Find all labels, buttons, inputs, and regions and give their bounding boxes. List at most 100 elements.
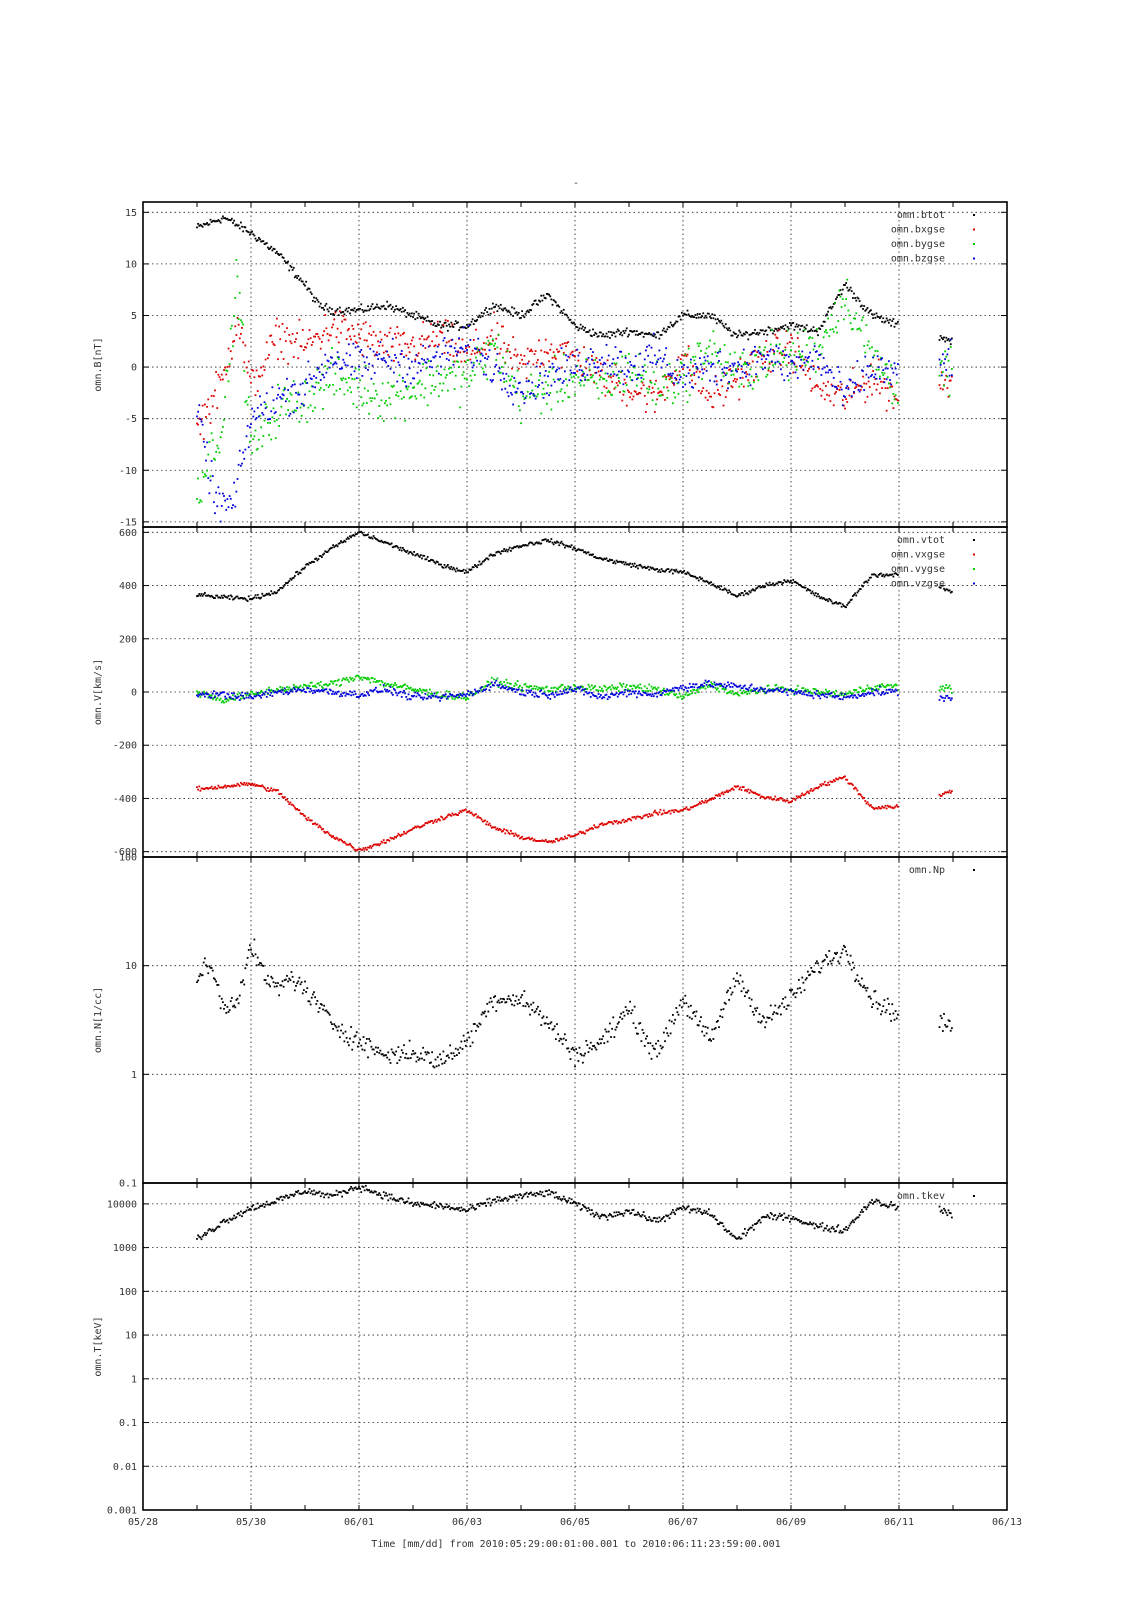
data-point	[263, 401, 266, 404]
data-point	[398, 549, 401, 551]
data-point	[403, 356, 405, 358]
data-point	[334, 838, 337, 840]
data-point	[734, 692, 737, 694]
data-point	[863, 581, 866, 584]
data-point	[620, 331, 623, 334]
data-point	[454, 696, 457, 699]
data-point	[485, 688, 488, 691]
data-point	[333, 837, 336, 839]
data-point	[317, 558, 320, 560]
data-point	[632, 365, 635, 368]
data-point	[848, 314, 851, 317]
data-point	[319, 386, 322, 389]
data-point	[392, 371, 395, 374]
data-point	[765, 375, 768, 378]
data-point	[548, 370, 551, 373]
data-point	[371, 397, 374, 399]
data-point	[203, 473, 206, 476]
data-point	[523, 402, 526, 405]
data-point	[518, 545, 521, 548]
data-point	[842, 318, 845, 321]
data-point	[827, 380, 830, 383]
data-point	[389, 403, 392, 406]
data-point	[270, 688, 273, 691]
data-point	[517, 686, 520, 689]
data-point	[768, 797, 771, 800]
data-point	[264, 407, 267, 410]
data-point	[502, 356, 504, 359]
data-point	[543, 351, 546, 353]
data-point	[365, 309, 368, 312]
data-point	[535, 694, 538, 697]
data-point	[578, 381, 581, 384]
data-point	[606, 698, 609, 701]
data-point	[397, 692, 400, 695]
data-point	[666, 328, 669, 331]
data-point	[352, 342, 355, 345]
data-point	[475, 690, 477, 693]
data-point	[439, 819, 441, 822]
data-point	[327, 692, 330, 695]
data-point	[689, 315, 692, 318]
data-point	[797, 795, 800, 798]
data-point	[405, 688, 408, 690]
data-point	[497, 684, 500, 687]
data-point	[552, 693, 555, 696]
data-point	[535, 361, 538, 364]
data-point	[454, 374, 457, 377]
data-point	[738, 363, 741, 366]
data-point	[268, 592, 270, 595]
data-point	[379, 843, 382, 845]
data-point	[722, 793, 725, 796]
data-point	[205, 416, 207, 418]
data-point	[813, 386, 816, 389]
data-point	[262, 435, 265, 437]
data-point	[632, 565, 635, 567]
data-point	[404, 342, 407, 345]
data-point	[552, 543, 555, 546]
data-point	[502, 830, 504, 832]
data-point	[212, 597, 215, 599]
data-point	[763, 349, 765, 352]
data-point	[347, 843, 350, 846]
data-point	[353, 848, 356, 851]
data-point	[315, 689, 318, 692]
data-point	[304, 393, 306, 396]
data-point	[386, 541, 389, 544]
data-point	[571, 690, 574, 692]
data-point	[738, 694, 741, 697]
data-point	[243, 457, 246, 460]
data-point	[525, 395, 528, 397]
data-point	[270, 410, 273, 413]
data-point	[748, 381, 751, 384]
data-point	[445, 324, 448, 327]
data-point	[786, 329, 789, 332]
data-point	[515, 311, 518, 314]
data-point	[364, 846, 367, 849]
data-point	[236, 224, 239, 227]
data-point	[855, 299, 858, 302]
data-point	[696, 688, 699, 691]
data-point	[792, 342, 795, 345]
data-point	[755, 375, 758, 378]
data-point	[541, 393, 544, 396]
data-point	[705, 801, 708, 804]
data-point	[813, 342, 816, 345]
data-point	[574, 687, 576, 690]
data-point	[346, 364, 349, 367]
data-point	[575, 690, 578, 693]
data-point	[938, 586, 941, 589]
data-point	[830, 371, 833, 374]
data-point	[371, 303, 374, 305]
data-point	[587, 357, 590, 359]
data-point	[706, 355, 709, 358]
data-point	[671, 381, 674, 384]
data-point	[400, 352, 403, 355]
data-point	[363, 387, 366, 390]
data-point	[281, 393, 284, 396]
data-point	[584, 378, 587, 381]
data-point	[444, 816, 447, 819]
data-point	[488, 343, 491, 346]
data-point	[228, 785, 231, 788]
data-point	[406, 685, 409, 687]
